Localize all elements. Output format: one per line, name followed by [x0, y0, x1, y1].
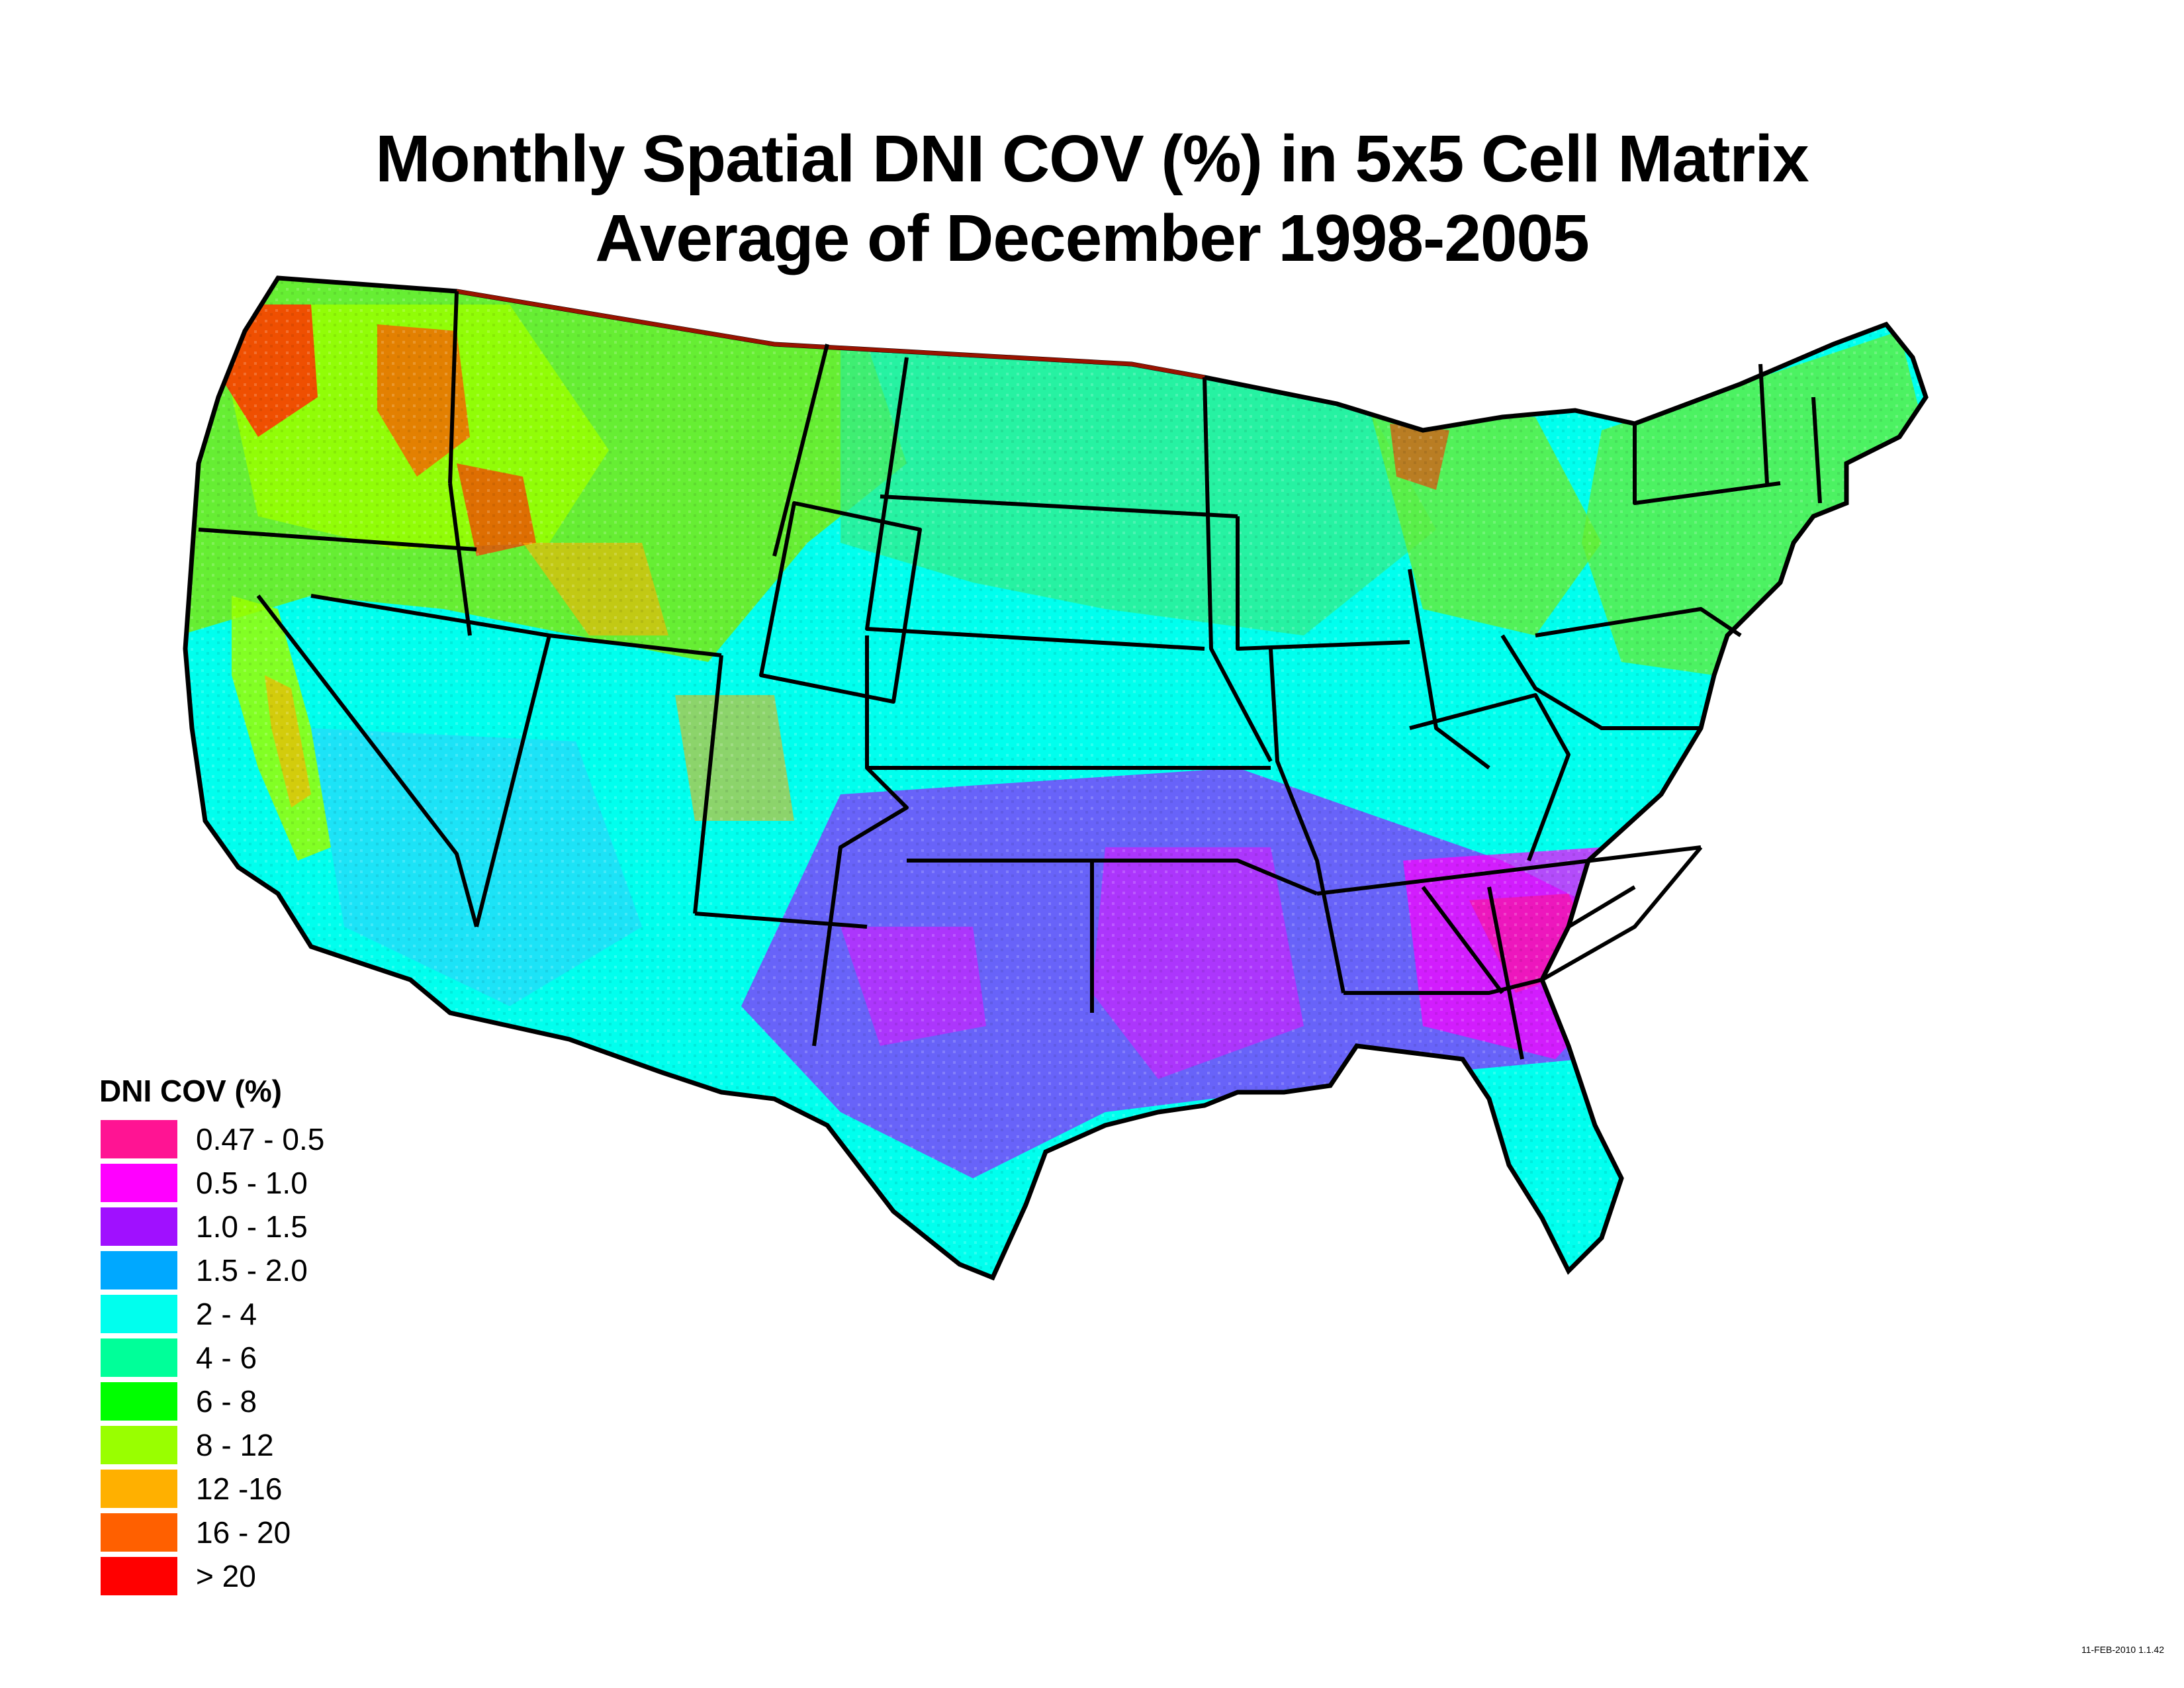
- legend-item: 8 - 12: [99, 1423, 324, 1467]
- legend-swatch: [99, 1512, 179, 1553]
- legend-label: 12 -16: [196, 1472, 283, 1506]
- legend-swatch: [99, 1206, 179, 1247]
- legend-item: 0.47 - 0.5: [99, 1117, 324, 1161]
- legend-label: 1.0 - 1.5: [196, 1209, 308, 1244]
- legend-item: 2 - 4: [99, 1292, 324, 1336]
- legend-item: 12 -16: [99, 1467, 324, 1511]
- legend-items: 0.47 - 0.5 0.5 - 1.0 1.0 - 1.5 1.5 - 2.0 2 -…: [99, 1117, 324, 1598]
- legend-swatch: [99, 1468, 179, 1509]
- legend-item: 0.5 - 1.0: [99, 1161, 324, 1205]
- legend-item: 1.0 - 1.5: [99, 1205, 324, 1248]
- legend-item: 4 - 6: [99, 1336, 324, 1380]
- legend-label: > 20: [196, 1559, 256, 1593]
- legend-label: 0.47 - 0.5: [196, 1122, 325, 1156]
- legend-label: 8 - 12: [196, 1428, 274, 1462]
- legend-item: 6 - 8: [99, 1380, 324, 1423]
- legend-item: 1.5 - 2.0: [99, 1248, 324, 1292]
- legend-item: 16 - 20: [99, 1511, 324, 1554]
- us-map: [179, 265, 2045, 1443]
- map-subtitle: Average of December 1998-2005: [595, 201, 1590, 275]
- legend-label: 6 - 8: [196, 1384, 257, 1419]
- legend-label: 2 - 4: [196, 1297, 257, 1331]
- legend-swatch: [99, 1162, 179, 1203]
- legend-label: 0.5 - 1.0: [196, 1166, 308, 1200]
- map-title: Monthly Spatial DNI COV (%) in 5x5 Cell …: [375, 122, 1809, 196]
- legend-swatch: [99, 1293, 179, 1335]
- legend-label: 4 - 6: [196, 1340, 257, 1375]
- legend-swatch: [99, 1250, 179, 1291]
- legend-swatch: [99, 1381, 179, 1422]
- legend: DNI COV (%) 0.47 - 0.5 0.5 - 1.0 1.0 - 1.5…: [99, 1072, 324, 1598]
- legend-title: DNI COV (%): [99, 1074, 282, 1108]
- timestamp-stamp: 11-FEB-2010 1.1.42: [2081, 1644, 2164, 1655]
- legend-swatch: [99, 1556, 179, 1597]
- legend-swatch: [99, 1337, 179, 1378]
- legend-label: 1.5 - 2.0: [196, 1253, 308, 1288]
- legend-swatch: [99, 1425, 179, 1466]
- legend-swatch: [99, 1119, 179, 1160]
- legend-label: 16 - 20: [196, 1515, 291, 1550]
- legend-item: > 20: [99, 1554, 324, 1598]
